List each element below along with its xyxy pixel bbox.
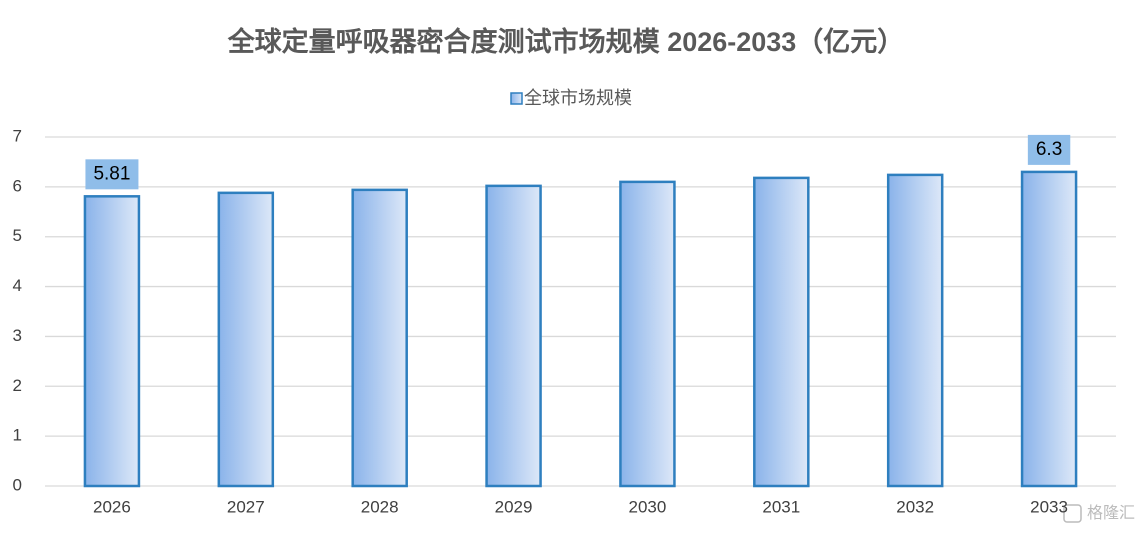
bar [217, 191, 275, 488]
watermark-icon [1063, 504, 1082, 523]
bar [485, 184, 542, 488]
x-tick-label: 2026 [93, 497, 131, 516]
x-tick-label: 2027 [227, 497, 265, 516]
x-tick-label: 2033 [1030, 497, 1068, 516]
y-tick-label: 0 [13, 475, 22, 494]
chart-title: 全球定量呼吸器密合度测试市场规模 2026-2033（亿元） [227, 26, 905, 57]
legend-swatch [510, 92, 523, 105]
legend-label: 全球市场规模 [524, 88, 632, 108]
data-label: 6.3 [1027, 134, 1071, 165]
bar [351, 188, 408, 488]
data-label-text: 6.3 [1036, 139, 1062, 160]
data-label-text: 5.81 [93, 163, 130, 184]
y-tick-label: 6 [13, 176, 22, 195]
data-label-box [1027, 134, 1071, 165]
y-tick-label: 5 [13, 226, 22, 245]
x-tick-label: 2028 [361, 497, 399, 516]
y-tick-label: 3 [13, 326, 22, 345]
x-tick-label: 2031 [762, 497, 800, 516]
watermark: 格隆汇 [1063, 504, 1135, 523]
x-tick-label: 2032 [896, 497, 934, 516]
y-tick-label: 7 [13, 126, 22, 145]
bar [619, 180, 676, 488]
x-tick-label: 2029 [495, 497, 533, 516]
bar [753, 176, 810, 488]
y-tick-label: 1 [13, 426, 22, 445]
data-label: 5.81 [85, 159, 139, 190]
data-label-box [85, 159, 139, 190]
y-tick-label: 2 [13, 376, 22, 395]
bar [83, 195, 141, 488]
watermark-text: 格隆汇 [1087, 504, 1135, 522]
x-tick-label: 2030 [629, 497, 667, 516]
y-tick-label: 4 [13, 276, 22, 295]
bar [886, 173, 944, 488]
bar [1020, 170, 1078, 488]
